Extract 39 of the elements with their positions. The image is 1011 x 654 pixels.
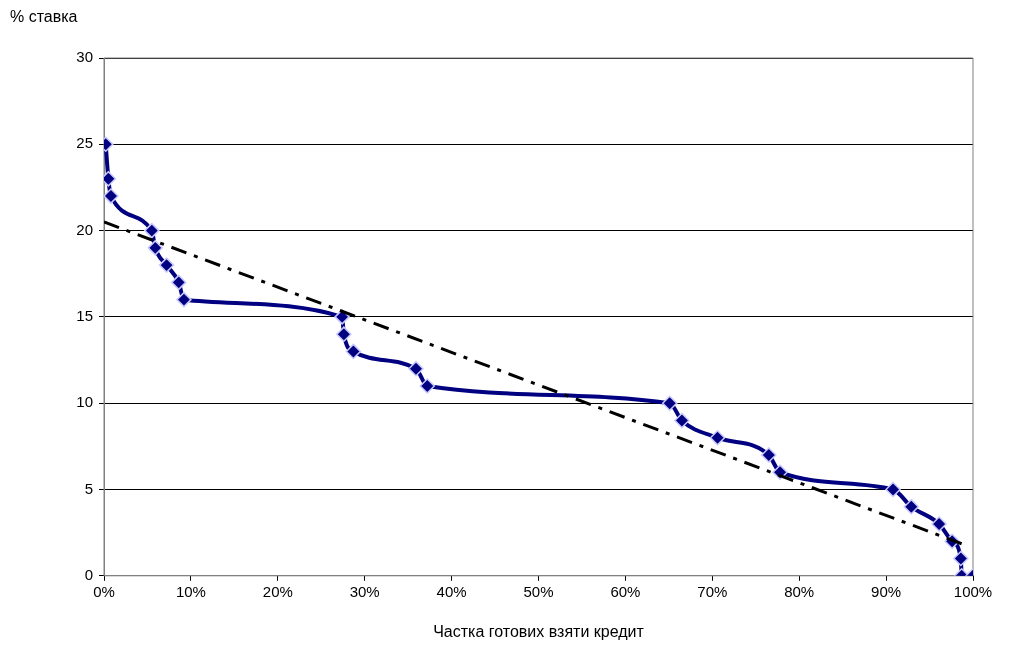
point: [345, 343, 362, 360]
x-tick-label: 50%: [523, 582, 554, 600]
y-tick-label: 20: [76, 220, 93, 238]
y-tick-label: 30: [76, 48, 93, 66]
point: [104, 188, 119, 204]
x-tick-label: 0%: [93, 582, 115, 600]
x-tick-label: 80%: [784, 582, 815, 600]
x-tick-label: 70%: [697, 582, 728, 600]
x-axis-title: Частка готових взяти кредит: [433, 622, 645, 640]
x-tick-label: 60%: [610, 582, 641, 600]
point: [158, 257, 175, 273]
point: [761, 447, 777, 463]
y-tick-label: 0: [84, 565, 93, 583]
x-tick-label: 30%: [349, 582, 380, 600]
point: [953, 550, 969, 567]
point: [170, 274, 187, 291]
point: [885, 481, 901, 498]
x-tick-label: 40%: [436, 582, 467, 600]
y-tick-label: 15: [76, 307, 93, 325]
x-tick-label: 20%: [262, 582, 293, 600]
point: [408, 360, 424, 377]
y-tick-label: 5: [84, 479, 93, 497]
point: [147, 240, 164, 256]
point: [931, 516, 947, 532]
x-tick-label: 100%: [953, 582, 993, 600]
y-tick-label: 10: [76, 393, 93, 411]
y-axis-title: % ставка: [10, 8, 78, 26]
y-tick-label: 25: [76, 134, 93, 152]
point: [176, 291, 192, 308]
point: [334, 309, 350, 325]
point: [419, 378, 436, 394]
point: [336, 326, 352, 342]
point: [144, 222, 160, 239]
point: [661, 395, 678, 411]
point: [709, 429, 726, 446]
x-tick-label: 10%: [175, 582, 206, 600]
point: [903, 499, 920, 515]
point: [674, 412, 690, 429]
x-tick-label: 90%: [871, 582, 902, 600]
